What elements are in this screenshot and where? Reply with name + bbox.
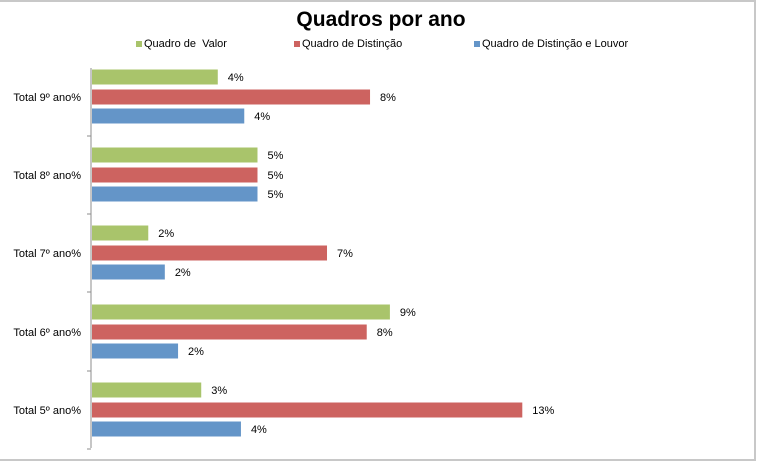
category-label: Total 5º ano% (13, 405, 81, 417)
legend-swatch-blue (474, 41, 480, 47)
data-label: 5% (268, 150, 284, 162)
bar (92, 167, 258, 183)
bar (92, 382, 202, 398)
bar (92, 69, 218, 85)
bar (92, 186, 258, 202)
category-label: Total 9º ano% (13, 92, 81, 104)
data-label: 3% (211, 385, 227, 397)
legend-item-quadro-distincao-louvor: Quadro de Distinção e Louvor (474, 38, 628, 50)
legend-swatch-green (136, 41, 142, 47)
bar (92, 304, 390, 320)
bar (92, 89, 371, 105)
data-label: 2% (175, 267, 191, 279)
data-label: 8% (380, 92, 396, 104)
bar (92, 108, 245, 124)
bar (92, 421, 241, 437)
legend-item-quadro-distincao: Quadro de Distinção (294, 38, 402, 50)
data-label: 9% (400, 307, 416, 319)
category-label: Total 8º ano% (13, 170, 81, 182)
category-label: Total 6º ano% (13, 327, 81, 339)
chart-title: Quadros por ano (296, 8, 466, 31)
bar (92, 343, 179, 359)
data-label: 13% (532, 405, 554, 417)
legend-item-quadro-valor: Quadro de Valor (136, 38, 227, 50)
category-label: Total 7º ano% (13, 248, 81, 260)
data-label: 8% (377, 327, 393, 339)
data-label: 4% (251, 424, 267, 436)
legend-label: Quadro de Valor (144, 38, 227, 50)
bar (92, 402, 523, 418)
legend-swatch-red (294, 41, 300, 47)
bar (92, 147, 258, 163)
data-label: 7% (337, 248, 353, 260)
bar (92, 245, 328, 261)
data-label: 4% (254, 111, 270, 123)
bar (92, 264, 165, 280)
data-label: 4% (228, 72, 244, 84)
legend-label: Quadro de Distinção (302, 38, 403, 50)
bar (92, 225, 149, 241)
data-label: 2% (158, 228, 174, 240)
legend-label: Quadro de Distinção e Louvor (482, 38, 629, 50)
data-label: 5% (268, 189, 284, 201)
bar (92, 324, 367, 340)
data-label: 2% (188, 346, 204, 358)
data-label: 5% (268, 170, 284, 182)
